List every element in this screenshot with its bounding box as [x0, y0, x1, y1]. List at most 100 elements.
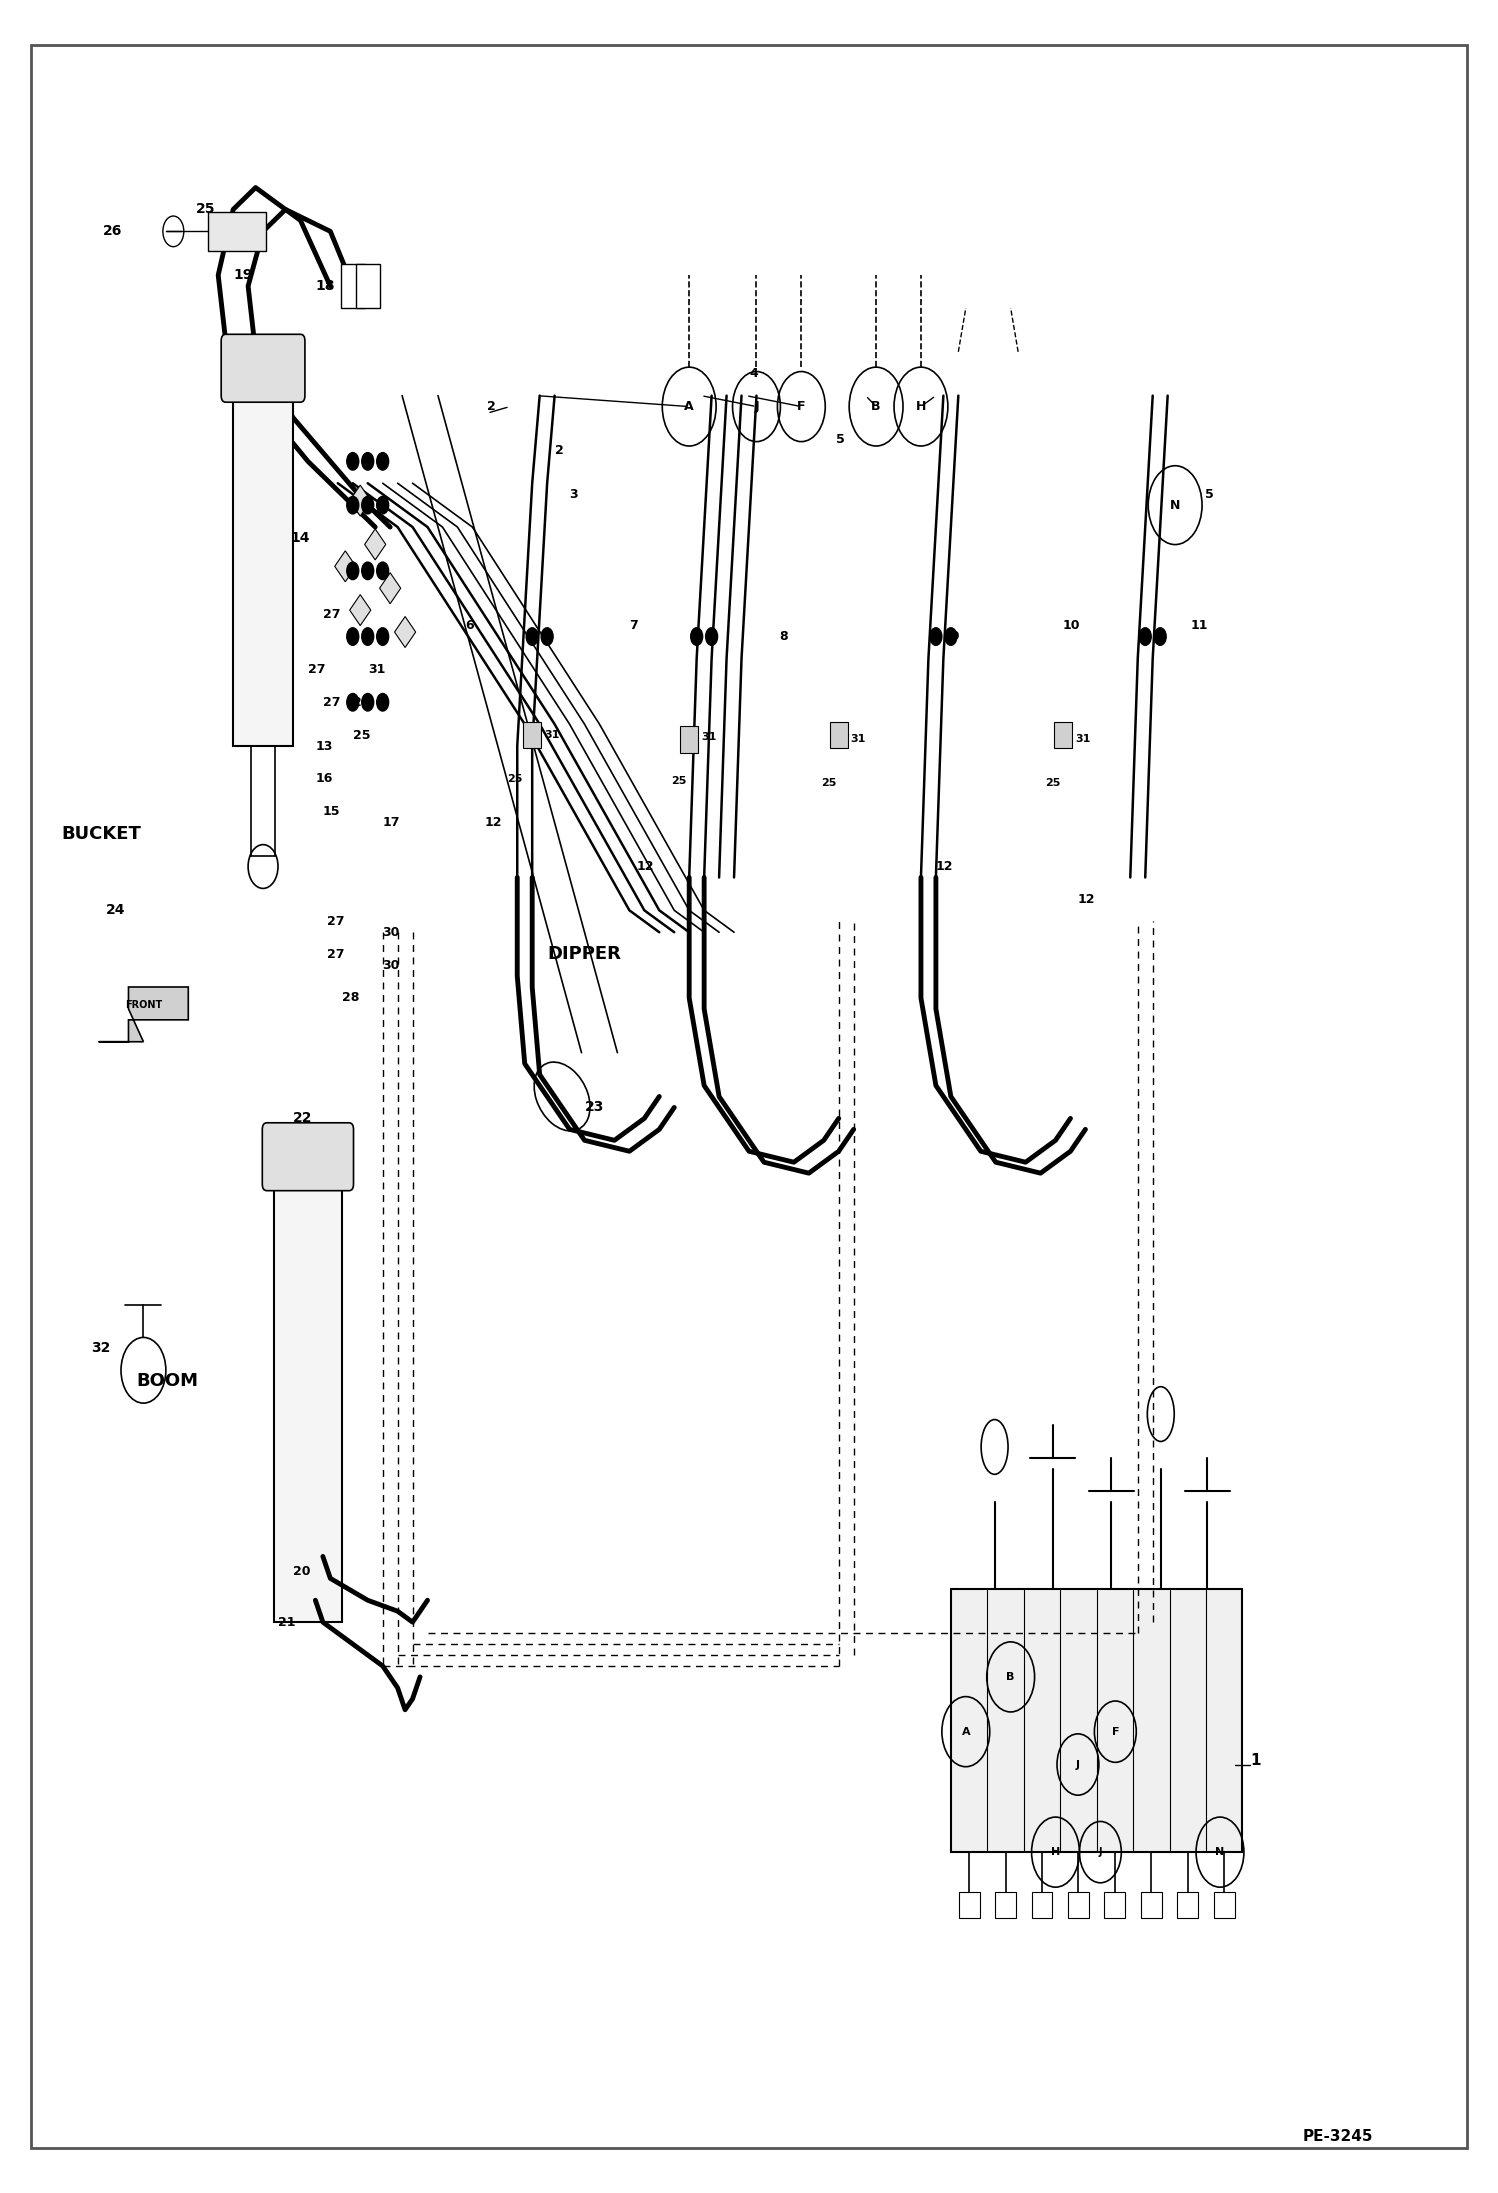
Text: 11: 11	[1189, 618, 1207, 632]
Text: 23: 23	[584, 1101, 604, 1114]
Text: 17: 17	[382, 816, 400, 829]
Bar	[379, 572, 401, 603]
Circle shape	[945, 627, 957, 645]
FancyBboxPatch shape	[234, 351, 294, 746]
Text: B: B	[872, 399, 881, 412]
Text: 25: 25	[671, 776, 686, 785]
Text: 20: 20	[294, 1566, 310, 1579]
Text: 32: 32	[91, 1342, 111, 1355]
Circle shape	[526, 627, 538, 645]
Text: N: N	[1170, 498, 1180, 511]
Circle shape	[346, 496, 358, 513]
Text: 25: 25	[1046, 779, 1061, 787]
Text: 25: 25	[196, 202, 216, 217]
Text: 7: 7	[629, 618, 638, 632]
Polygon shape	[99, 987, 189, 1042]
Circle shape	[376, 496, 388, 513]
Text: 2: 2	[554, 443, 563, 456]
FancyBboxPatch shape	[222, 333, 306, 401]
Text: 27: 27	[324, 695, 340, 708]
Bar	[342, 263, 364, 307]
Circle shape	[706, 627, 718, 645]
Text: 22: 22	[294, 1112, 313, 1125]
Text: 2: 2	[487, 399, 496, 412]
Bar	[1032, 1893, 1053, 1919]
Text: FRONT: FRONT	[124, 1000, 162, 1009]
Bar	[1055, 721, 1073, 748]
Text: DIPPER: DIPPER	[547, 945, 622, 963]
Circle shape	[376, 452, 388, 469]
Text: 26: 26	[103, 224, 123, 239]
Text: 9: 9	[951, 629, 960, 643]
Circle shape	[361, 561, 373, 579]
Text: 31: 31	[701, 732, 716, 741]
Text: 16: 16	[316, 772, 333, 785]
Text: BUCKET: BUCKET	[61, 825, 141, 842]
Text: 30: 30	[382, 958, 400, 971]
Text: 12: 12	[637, 860, 655, 873]
Circle shape	[346, 452, 358, 469]
Text: 27: 27	[328, 947, 345, 961]
Text: A: A	[962, 1726, 971, 1737]
Bar	[355, 263, 379, 307]
Text: J: J	[753, 399, 759, 412]
Text: 18: 18	[316, 279, 336, 294]
Bar	[830, 721, 848, 748]
Bar	[1104, 1893, 1125, 1919]
Text: 25: 25	[821, 779, 836, 787]
Text: 1: 1	[1249, 1752, 1260, 1768]
Bar	[349, 485, 372, 515]
Text: F: F	[1112, 1726, 1119, 1737]
FancyBboxPatch shape	[208, 213, 267, 250]
Text: 15: 15	[324, 805, 340, 818]
Text: 31: 31	[1076, 735, 1091, 743]
Circle shape	[346, 693, 358, 711]
Circle shape	[691, 627, 703, 645]
Text: 10: 10	[1064, 618, 1080, 632]
Text: 4: 4	[749, 366, 758, 379]
FancyBboxPatch shape	[262, 1123, 354, 1191]
FancyBboxPatch shape	[951, 1590, 1242, 1853]
Text: 31: 31	[851, 735, 866, 743]
Text: 27: 27	[309, 662, 325, 675]
Text: 29: 29	[352, 695, 370, 708]
Circle shape	[346, 627, 358, 645]
Text: 13: 13	[316, 739, 333, 752]
Text: 31: 31	[544, 730, 560, 739]
Circle shape	[1140, 627, 1152, 645]
Text: 25: 25	[506, 774, 523, 783]
Circle shape	[1153, 627, 1165, 645]
Text: BOOM: BOOM	[136, 1373, 198, 1390]
Bar	[334, 550, 357, 581]
Text: 3: 3	[569, 487, 578, 500]
Text: 12: 12	[484, 816, 502, 829]
Text: 14: 14	[291, 531, 310, 546]
Bar	[1177, 1893, 1198, 1919]
Text: 24: 24	[106, 904, 126, 917]
Circle shape	[346, 561, 358, 579]
Text: A: A	[685, 399, 694, 412]
Circle shape	[361, 496, 373, 513]
Bar	[1068, 1893, 1089, 1919]
Text: H: H	[915, 399, 926, 412]
Circle shape	[376, 561, 388, 579]
Bar	[523, 721, 541, 748]
FancyBboxPatch shape	[274, 1140, 342, 1623]
Circle shape	[361, 627, 373, 645]
Text: J: J	[1098, 1847, 1103, 1857]
Text: 31: 31	[367, 662, 385, 675]
Bar	[1213, 1893, 1234, 1919]
Text: PE-3245: PE-3245	[1302, 2129, 1372, 2145]
Text: 28: 28	[343, 991, 360, 1004]
Circle shape	[541, 627, 553, 645]
Text: 5: 5	[1204, 487, 1213, 500]
Circle shape	[930, 627, 942, 645]
Text: 8: 8	[779, 629, 788, 643]
Text: 5: 5	[836, 432, 845, 445]
Circle shape	[376, 693, 388, 711]
Text: N: N	[1215, 1847, 1225, 1857]
Text: 21: 21	[279, 1616, 295, 1629]
Text: F: F	[797, 399, 806, 412]
Bar	[364, 529, 386, 559]
Bar	[349, 594, 372, 625]
